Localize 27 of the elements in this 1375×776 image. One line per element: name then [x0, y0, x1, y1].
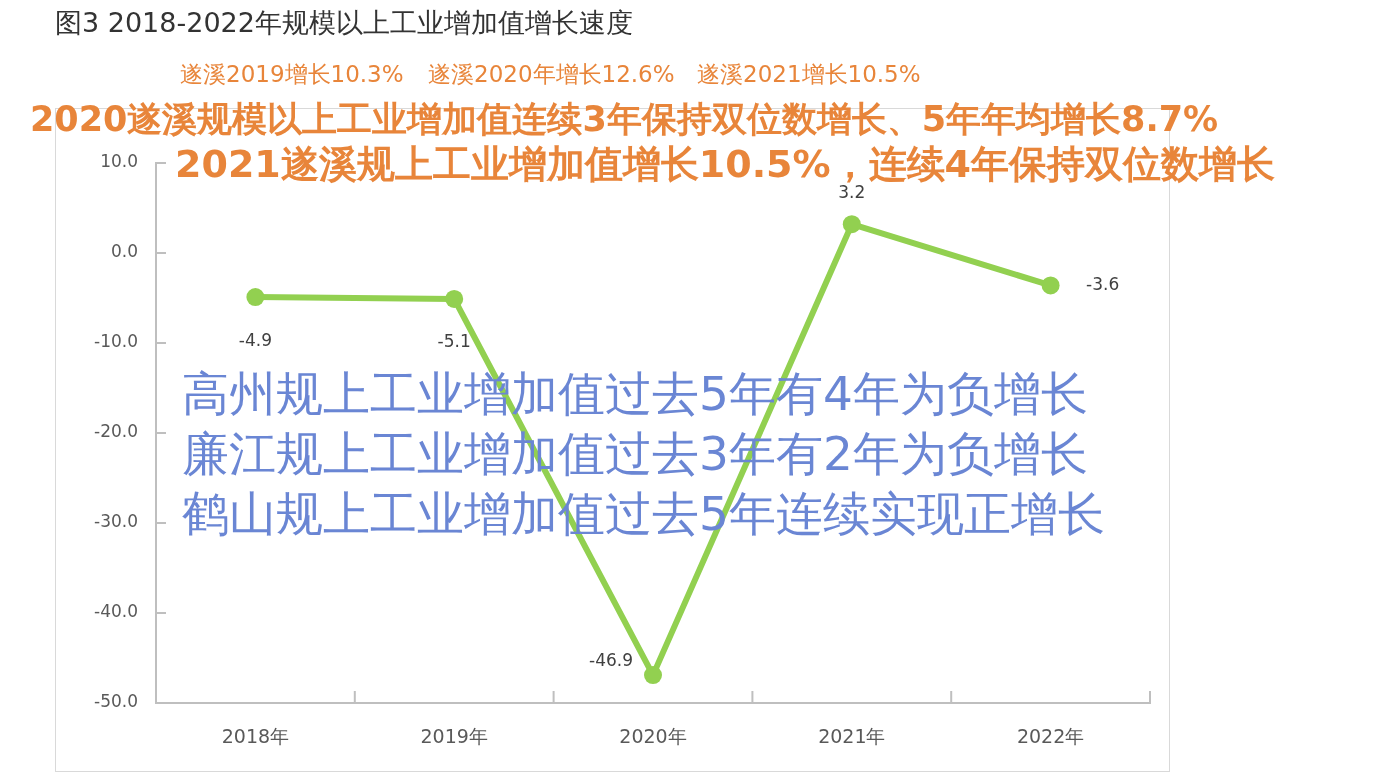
text: 遂溪2019增长10.3% [180, 60, 404, 89]
y-tick-label: -40.0 [94, 601, 138, 622]
x-tick-label: 2020年 [619, 725, 687, 748]
x-tick-label: 2019年 [420, 725, 488, 748]
point [246, 288, 265, 307]
data-label: -3.6 [1086, 273, 1120, 294]
y-tick-label: -20.0 [94, 421, 138, 442]
text: 遂溪2020年增长12.6% [428, 60, 675, 89]
x-tick-label: 2018年 [221, 725, 290, 748]
x-tick-label: 2021年 [818, 725, 886, 748]
point [644, 666, 662, 685]
y-tick-label: 0.0 [110, 241, 138, 262]
point [445, 289, 464, 308]
point [842, 215, 861, 234]
y-tick-label: -50.0 [94, 691, 138, 712]
text: 遂溪2021增长10.5% [697, 60, 921, 89]
chart-title: 图3 2018-2022年规模以上工业增加值增长速度 [55, 6, 633, 40]
point [1041, 276, 1060, 295]
x-tick-label: 2022年 [1016, 725, 1085, 748]
data-label: -4.9 [238, 329, 272, 350]
y-tick-label: 10.0 [100, 151, 138, 172]
data-label: -46.9 [589, 649, 633, 670]
y-tick-label: -30.0 [94, 511, 138, 532]
y-tick-label: -10.0 [94, 331, 138, 352]
annotation: 2021遂溪规上工业增加值增长10.5%，连续4年保持双位数增长 [175, 141, 1276, 186]
text: 2020遂溪规模以上工业增加值连续3年保持双位数增长、5年年均增长8.7% [30, 98, 1219, 141]
data-label: -5.1 [437, 331, 471, 352]
